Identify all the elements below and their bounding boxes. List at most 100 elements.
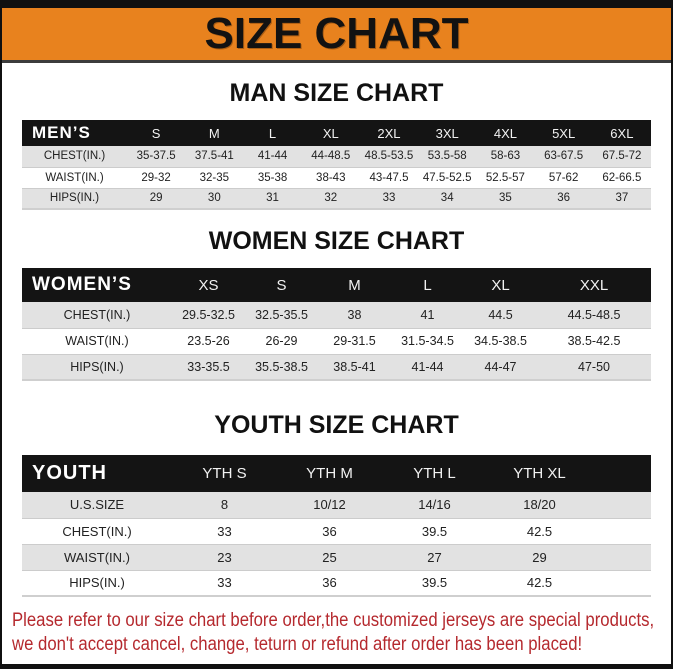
size-value-cell: 41 [391, 302, 464, 329]
size-value-cell: 34.5-38.5 [464, 328, 537, 355]
table-row: HIPS(IN.) 29 30 31 32 33 34 35 36 37 [22, 188, 651, 210]
size-value-cell: 62-66.5 [592, 167, 651, 189]
size-value-cell: 33 [172, 518, 277, 545]
column-header: XS [198, 276, 219, 294]
size-value-cell: 29 [487, 544, 592, 571]
row-label: HIPS(IN.) [22, 354, 172, 381]
size-value-cell: 18/20 [487, 492, 592, 519]
column-header: 3XL [435, 125, 459, 141]
row-label: WAIST(IN.) [22, 328, 172, 355]
size-value-cell: 35 [476, 188, 535, 210]
size-value-cell: 42.5 [487, 570, 592, 597]
table-header-row: YOUTH YTH S YTH M YTH L YTH XL [22, 455, 651, 492]
size-value-cell: 29 [127, 188, 186, 210]
size-value-cell: 36 [534, 188, 593, 210]
row-label: CHEST(IN.) [22, 518, 172, 545]
size-value-cell: 31.5-34.5 [391, 328, 464, 355]
filler-cell [592, 492, 651, 519]
size-value-cell: 38-43 [301, 167, 360, 189]
filler-cell [592, 518, 651, 545]
filler-cell [592, 544, 651, 571]
filler-cell [592, 455, 651, 492]
size-value-cell: 53.5-58 [418, 146, 477, 168]
column-header: XXL [579, 276, 609, 294]
top-border-bar [2, 0, 671, 8]
bottom-border-bar [2, 664, 671, 669]
size-chart-sections: MAN SIZE CHART MEN’S S M L XL 2XL 3XL 4XL 5XL 6XL… [2, 79, 671, 597]
column-header: M [208, 125, 220, 141]
size-value-cell: 38 [318, 302, 391, 329]
row-label: CHEST(IN.) [22, 302, 172, 329]
filler-cell [592, 570, 651, 597]
table-row: WAIST(IN.) 29-32 32-35 35-38 38-43 43-47.5 47.… [22, 167, 651, 189]
title-banner: SIZE CHART [2, 8, 671, 63]
size-value-cell: 39.5 [382, 570, 487, 597]
size-value-cell: 39.5 [382, 518, 487, 545]
table-header-row: MEN’S S M L XL 2XL 3XL 4XL 5XL 6XL [22, 120, 651, 146]
size-value-cell: 10/12 [277, 492, 382, 519]
size-value-cell: 32.5-35.5 [245, 302, 318, 329]
size-value-cell: 41-44 [243, 146, 302, 168]
size-value-cell: 30 [185, 188, 244, 210]
size-value-cell: 32 [301, 188, 360, 210]
column-header: L [423, 276, 432, 294]
row-label: U.S.SIZE [22, 492, 172, 519]
size-value-cell: 47-50 [537, 354, 651, 381]
table-group-label: MEN’S [32, 123, 91, 142]
size-value-cell: 47.5-52.5 [418, 167, 477, 189]
size-value-cell: 35-37.5 [127, 146, 186, 168]
section-youth: YOUTH SIZE CHART YOUTH YTH S YTH M YTH L YTH… [2, 411, 671, 597]
size-value-cell: 63-67.5 [534, 146, 593, 168]
size-value-cell: 23 [172, 544, 277, 571]
column-header: YTH XL [513, 465, 566, 482]
size-value-cell: 14/16 [382, 492, 487, 519]
row-label: HIPS(IN.) [22, 188, 127, 210]
table-row: WAIST(IN.) 23 25 27 29 [22, 544, 651, 571]
column-header: XL [491, 276, 510, 294]
column-header: YTH L [413, 465, 456, 482]
size-value-cell: 31 [243, 188, 302, 210]
size-value-cell: 25 [277, 544, 382, 571]
size-value-cell: 67.5-72 [592, 146, 651, 168]
column-header: M [348, 276, 361, 294]
size-value-cell: 26-29 [245, 328, 318, 355]
column-header: YTH M [306, 465, 353, 482]
size-value-cell: 52.5-57 [476, 167, 535, 189]
section-title: WOMEN SIZE CHART [208, 227, 465, 255]
table-row: U.S.SIZE 8 10/12 14/16 18/20 [22, 492, 651, 519]
column-header: XL [322, 125, 339, 141]
size-value-cell: 38.5-42.5 [537, 328, 651, 355]
row-label: HIPS(IN.) [22, 570, 172, 597]
row-label: WAIST(IN.) [22, 544, 172, 571]
column-header: S [276, 276, 287, 294]
size-value-cell: 44-47 [464, 354, 537, 381]
size-value-cell: 42.5 [487, 518, 592, 545]
column-header: S [151, 125, 161, 141]
section-title: YOUTH SIZE CHART [214, 411, 459, 439]
size-value-cell: 48.5-53.5 [359, 146, 419, 168]
section-women: WOMEN SIZE CHART WOMEN’S XS S M L XL XXL CHEST… [2, 227, 671, 381]
column-header: 6XL [610, 125, 634, 141]
size-value-cell: 36 [277, 518, 382, 545]
footer-line-1: Please refer to our size chart before or… [12, 610, 655, 631]
column-header: 2XL [377, 125, 401, 141]
table-row: WAIST(IN.) 23.5-26 26-29 29-31.5 31.5-34.5 34… [22, 328, 651, 355]
size-value-cell: 44-48.5 [301, 146, 360, 168]
size-table: MEN’S S M L XL 2XL 3XL 4XL 5XL 6XL CHEST(IN.) 35-3… [22, 120, 651, 210]
size-value-cell: 37.5-41 [185, 146, 244, 168]
footer-note: Please refer to our size chart before or… [12, 609, 671, 657]
size-value-cell: 29-32 [127, 167, 186, 189]
column-header: 5XL [552, 125, 576, 141]
row-label: CHEST(IN.) [22, 146, 127, 168]
size-value-cell: 29-31.5 [318, 328, 391, 355]
table-header-row: WOMEN’S XS S M L XL XXL [22, 268, 651, 302]
size-value-cell: 29.5-32.5 [172, 302, 245, 329]
size-value-cell: 43-47.5 [359, 167, 419, 189]
size-value-cell: 33 [359, 188, 419, 210]
size-value-cell: 27 [382, 544, 487, 571]
table-row: CHEST(IN.) 33 36 39.5 42.5 [22, 518, 651, 545]
table-group-label: WOMEN’S [32, 274, 132, 295]
footer-line-2: we don't accept cancel, change, teturn o… [12, 634, 583, 655]
size-table: YOUTH YTH S YTH M YTH L YTH XL U.S.SIZE 8 10/1… [22, 455, 651, 597]
